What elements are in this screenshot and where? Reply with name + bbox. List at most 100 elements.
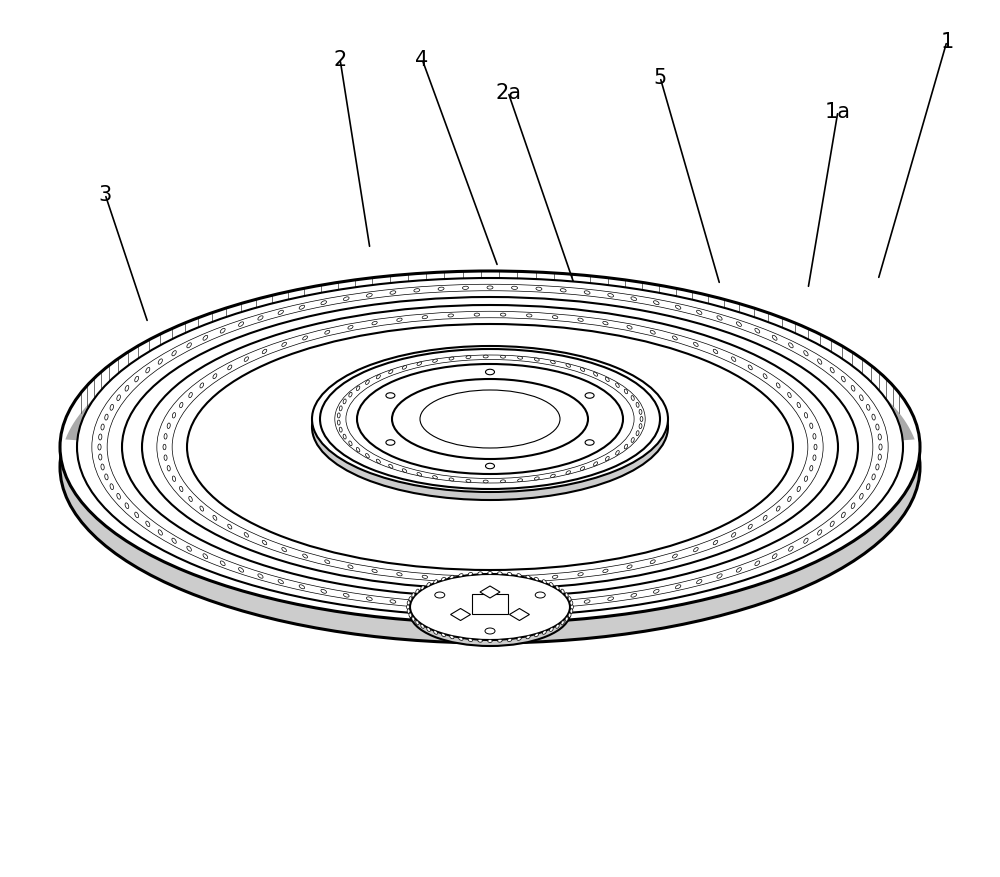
Ellipse shape [500, 356, 505, 359]
Ellipse shape [412, 593, 415, 597]
Text: 3: 3 [98, 185, 112, 204]
Ellipse shape [386, 393, 395, 399]
Ellipse shape [488, 640, 492, 643]
Ellipse shape [180, 403, 183, 408]
Ellipse shape [433, 476, 437, 480]
Ellipse shape [561, 621, 564, 625]
Ellipse shape [343, 594, 349, 597]
Ellipse shape [337, 421, 340, 425]
Ellipse shape [584, 600, 590, 603]
Ellipse shape [203, 336, 208, 341]
Ellipse shape [578, 318, 583, 322]
Text: 4: 4 [415, 50, 429, 70]
Ellipse shape [552, 575, 558, 579]
Ellipse shape [517, 638, 521, 640]
Ellipse shape [507, 638, 512, 642]
Ellipse shape [414, 602, 420, 606]
Ellipse shape [427, 583, 430, 587]
Ellipse shape [878, 434, 881, 440]
Ellipse shape [117, 396, 120, 401]
Ellipse shape [312, 354, 668, 501]
Ellipse shape [343, 297, 349, 301]
Ellipse shape [507, 573, 512, 576]
Ellipse shape [372, 322, 377, 325]
Ellipse shape [755, 329, 760, 334]
Ellipse shape [348, 326, 353, 330]
Ellipse shape [568, 597, 571, 602]
Ellipse shape [485, 628, 495, 634]
Ellipse shape [603, 322, 608, 325]
Ellipse shape [860, 396, 863, 401]
Ellipse shape [258, 317, 263, 321]
Ellipse shape [627, 566, 632, 569]
Ellipse shape [448, 577, 454, 581]
Ellipse shape [571, 605, 573, 610]
Ellipse shape [483, 356, 488, 359]
Ellipse shape [427, 628, 430, 631]
Ellipse shape [488, 572, 492, 574]
Ellipse shape [239, 323, 244, 327]
Ellipse shape [409, 613, 412, 617]
Polygon shape [480, 587, 500, 598]
Ellipse shape [303, 337, 308, 340]
Ellipse shape [498, 639, 502, 643]
Ellipse shape [580, 467, 585, 471]
Ellipse shape [441, 578, 445, 581]
Ellipse shape [392, 380, 588, 460]
Ellipse shape [763, 374, 767, 379]
Ellipse shape [568, 613, 571, 617]
Ellipse shape [203, 554, 208, 559]
Ellipse shape [105, 474, 108, 481]
Ellipse shape [343, 400, 346, 404]
Ellipse shape [189, 393, 192, 398]
Ellipse shape [167, 424, 170, 429]
Ellipse shape [535, 592, 545, 598]
Ellipse shape [627, 326, 632, 330]
Ellipse shape [450, 575, 454, 579]
Ellipse shape [321, 302, 327, 305]
Ellipse shape [517, 574, 521, 577]
Ellipse shape [876, 424, 879, 431]
Ellipse shape [694, 548, 698, 553]
Ellipse shape [366, 597, 372, 601]
Ellipse shape [312, 346, 668, 493]
Ellipse shape [797, 403, 800, 408]
Ellipse shape [366, 294, 372, 298]
Ellipse shape [158, 360, 162, 365]
Ellipse shape [416, 621, 419, 625]
Ellipse shape [105, 415, 108, 421]
Ellipse shape [478, 639, 482, 643]
Ellipse shape [566, 471, 570, 474]
Ellipse shape [278, 580, 283, 584]
Ellipse shape [414, 289, 420, 293]
Ellipse shape [879, 445, 882, 451]
Ellipse shape [390, 291, 396, 295]
Ellipse shape [60, 292, 920, 643]
Ellipse shape [339, 406, 342, 411]
Ellipse shape [851, 503, 855, 509]
Ellipse shape [560, 289, 566, 293]
Ellipse shape [570, 610, 573, 614]
Ellipse shape [631, 594, 637, 597]
Ellipse shape [110, 484, 113, 490]
Ellipse shape [536, 288, 542, 291]
Ellipse shape [142, 306, 838, 589]
Ellipse shape [830, 368, 834, 374]
Ellipse shape [487, 287, 493, 289]
Ellipse shape [498, 572, 502, 575]
Ellipse shape [536, 604, 542, 607]
Ellipse shape [736, 323, 741, 327]
Ellipse shape [101, 465, 104, 470]
Ellipse shape [262, 541, 267, 545]
Ellipse shape [390, 600, 396, 603]
Ellipse shape [474, 314, 480, 317]
Ellipse shape [697, 580, 702, 584]
Ellipse shape [278, 310, 283, 315]
Ellipse shape [435, 592, 445, 598]
Ellipse shape [172, 538, 176, 544]
Ellipse shape [478, 572, 482, 575]
Ellipse shape [788, 496, 791, 502]
Ellipse shape [650, 560, 655, 564]
Ellipse shape [631, 396, 634, 401]
Ellipse shape [804, 476, 808, 481]
